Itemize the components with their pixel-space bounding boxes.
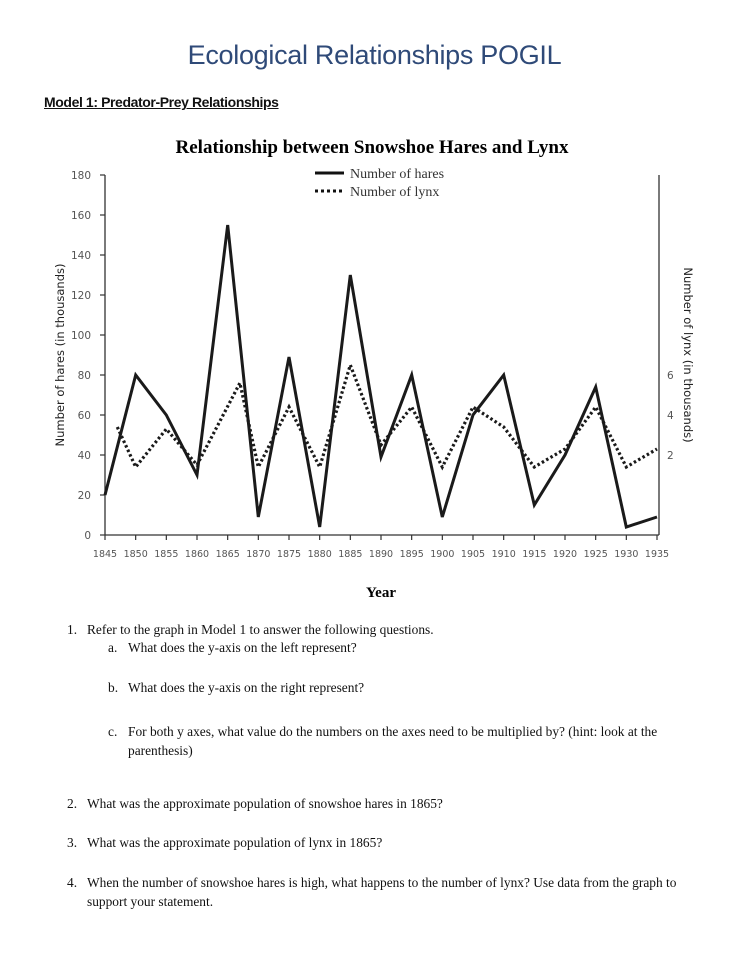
question-number: a. (108, 640, 118, 655)
question-text: For both y axes, what value do the numbe… (128, 724, 658, 758)
x-tick-label: 1845 (93, 549, 117, 560)
page-title: Ecological Relationships POGIL (187, 40, 562, 70)
question-number: c. (108, 724, 118, 739)
question-text: When the number of snowshoe hares is hig… (87, 875, 677, 909)
y-tick-label-left: 20 (78, 490, 91, 502)
y-tick-label-left: 100 (71, 330, 91, 342)
question-text: What was the approximate population of l… (87, 835, 383, 850)
chart: Relationship between Snowshoe Hares and … (53, 137, 695, 601)
hares-line (103, 224, 658, 529)
question-text: What was the approximate population of s… (87, 796, 443, 811)
chart-series (103, 224, 658, 529)
y-tick-label-left: 180 (71, 170, 91, 182)
y-tick-label-left: 60 (78, 410, 91, 422)
question-text: Refer to the graph in Model 1 to answer … (87, 622, 434, 637)
y-tick-label-left: 0 (84, 530, 91, 542)
question-number: 4. (67, 875, 78, 890)
x-tick-label: 1895 (400, 549, 424, 560)
x-tick-label: 1850 (124, 549, 148, 560)
legend-label-lynx: Number of lynx (350, 185, 439, 200)
y-tick-label-left: 80 (78, 370, 91, 382)
x-axis-label: Year (366, 585, 396, 601)
x-tick-label: 1890 (369, 549, 393, 560)
x-tick-label: 1900 (430, 549, 454, 560)
x-tick-label: 1905 (461, 549, 485, 560)
x-tick-label: 1875 (277, 549, 301, 560)
question-number: 3. (67, 835, 78, 850)
x-tick-label: 1920 (553, 549, 577, 560)
x-tick-label: 1865 (216, 549, 240, 560)
legend-label-hares: Number of hares (350, 167, 444, 182)
y-tick-label-left: 160 (71, 210, 91, 222)
lynx-line (115, 360, 658, 472)
y-tick-label-left: 40 (78, 450, 91, 462)
x-tick-label: 1885 (338, 549, 362, 560)
x-tick-label: 1860 (185, 549, 209, 560)
chart-title: Relationship between Snowshoe Hares and … (176, 137, 569, 158)
x-tick-label: 1870 (246, 549, 270, 560)
x-tick-label: 1880 (308, 549, 332, 560)
x-tick-label: 1855 (154, 549, 178, 560)
question-text: What does the y-axis on the right repres… (128, 680, 365, 695)
x-tick-label: 1935 (645, 549, 669, 560)
y-tick-label-right: 6 (667, 370, 674, 382)
question-number: b. (108, 680, 119, 695)
y-tick-label-left: 140 (71, 250, 91, 262)
x-tick-label: 1910 (492, 549, 516, 560)
y-tick-label-right: 2 (667, 450, 674, 462)
question-number: 2. (67, 796, 78, 811)
y-axis-left-label: Number of hares (in thousands) (53, 264, 67, 447)
chart-axes: 0 20 40 60 80 100 120 140 160 180 2 4 6 1845 1850 1855 1… (71, 170, 674, 560)
x-tick-label: 1925 (584, 549, 608, 560)
y-axis-right-label: Number of lynx (in thousands) (681, 267, 695, 442)
x-tick-label: 1915 (522, 549, 546, 560)
model-heading: Model 1: Predator-Prey Relationships (44, 94, 279, 110)
y-tick-label-right: 4 (667, 410, 674, 422)
x-tick-label: 1930 (614, 549, 638, 560)
legend: Number of hares Number of lynx (315, 167, 444, 200)
y-tick-label-left: 120 (71, 290, 91, 302)
question-text: What does the y-axis on the left represe… (128, 640, 357, 655)
question-number: 1. (67, 622, 78, 637)
